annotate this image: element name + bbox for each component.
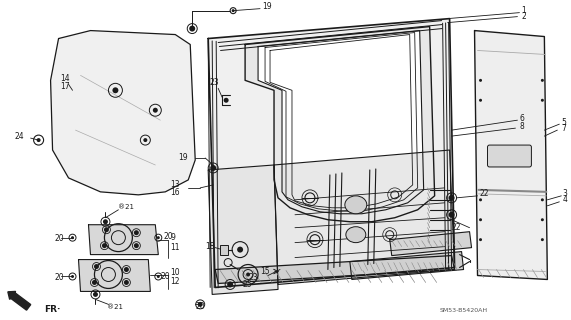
FancyBboxPatch shape [488,145,532,167]
Text: 20: 20 [163,232,173,241]
Circle shape [541,218,544,221]
Circle shape [157,236,160,239]
Circle shape [237,247,243,252]
Text: 15: 15 [260,267,270,276]
Circle shape [224,98,228,103]
Polygon shape [208,19,455,287]
Polygon shape [274,150,455,284]
Text: 19: 19 [262,2,272,11]
Circle shape [143,138,147,142]
Text: 12: 12 [170,277,180,286]
Polygon shape [258,31,424,214]
Circle shape [134,243,139,248]
Circle shape [449,212,455,218]
Polygon shape [390,232,472,256]
Text: 25: 25 [242,280,252,289]
Polygon shape [245,27,435,222]
Circle shape [71,236,74,239]
Text: 11: 11 [170,243,180,252]
Circle shape [479,218,482,221]
Circle shape [479,79,482,82]
Circle shape [227,282,233,287]
Circle shape [93,292,98,297]
Text: 13: 13 [170,180,180,189]
Circle shape [124,267,129,272]
Circle shape [541,198,544,201]
Circle shape [103,219,108,224]
Circle shape [479,238,482,241]
Text: 14: 14 [61,74,70,83]
Circle shape [449,195,455,201]
Text: ®21: ®21 [118,204,134,210]
Circle shape [246,273,250,276]
Circle shape [541,238,544,241]
Text: SM53-B5420AH: SM53-B5420AH [440,308,488,313]
Ellipse shape [345,196,367,214]
Text: 22: 22 [452,223,461,232]
Polygon shape [89,225,158,255]
FancyArrow shape [8,292,31,310]
Circle shape [541,99,544,102]
Text: 16: 16 [170,188,180,197]
Circle shape [92,280,97,285]
Circle shape [102,243,107,248]
Text: 18: 18 [205,242,215,251]
Circle shape [189,26,195,32]
Circle shape [198,302,203,307]
Bar [220,244,228,255]
Polygon shape [350,252,464,279]
Text: 20: 20 [55,234,64,243]
Polygon shape [215,256,455,284]
Polygon shape [78,260,150,292]
Circle shape [37,138,41,142]
Polygon shape [51,31,195,195]
Text: 6: 6 [520,114,524,123]
Text: 24: 24 [15,132,25,140]
Circle shape [134,230,139,235]
Text: 22: 22 [480,189,489,198]
Text: 23: 23 [210,78,219,87]
Text: 20: 20 [195,302,205,311]
Circle shape [157,275,160,278]
Text: 4: 4 [562,195,567,204]
Text: ®21: ®21 [107,304,123,310]
Circle shape [479,99,482,102]
Text: 1: 1 [521,6,526,15]
Circle shape [153,108,158,113]
Circle shape [210,165,216,171]
Text: 9: 9 [170,233,175,242]
Ellipse shape [346,227,366,243]
Text: 17: 17 [61,82,70,91]
Text: 19: 19 [178,153,188,162]
Text: 20: 20 [55,273,64,282]
Circle shape [479,198,482,201]
Text: 3: 3 [562,189,567,198]
Circle shape [94,264,99,269]
Polygon shape [475,31,548,279]
Polygon shape [208,165,278,294]
Text: 5: 5 [561,118,566,127]
Polygon shape [270,35,413,208]
Text: FR·: FR· [45,305,61,314]
Text: 10: 10 [170,268,180,277]
Text: 23: 23 [248,273,258,282]
Circle shape [541,79,544,82]
Circle shape [112,87,118,93]
Text: 7: 7 [561,124,566,132]
Circle shape [104,227,109,232]
Text: 8: 8 [520,122,524,131]
Text: 2: 2 [521,12,526,21]
Circle shape [71,275,74,278]
Text: 20: 20 [160,272,170,281]
Circle shape [124,280,129,285]
Circle shape [232,9,235,12]
